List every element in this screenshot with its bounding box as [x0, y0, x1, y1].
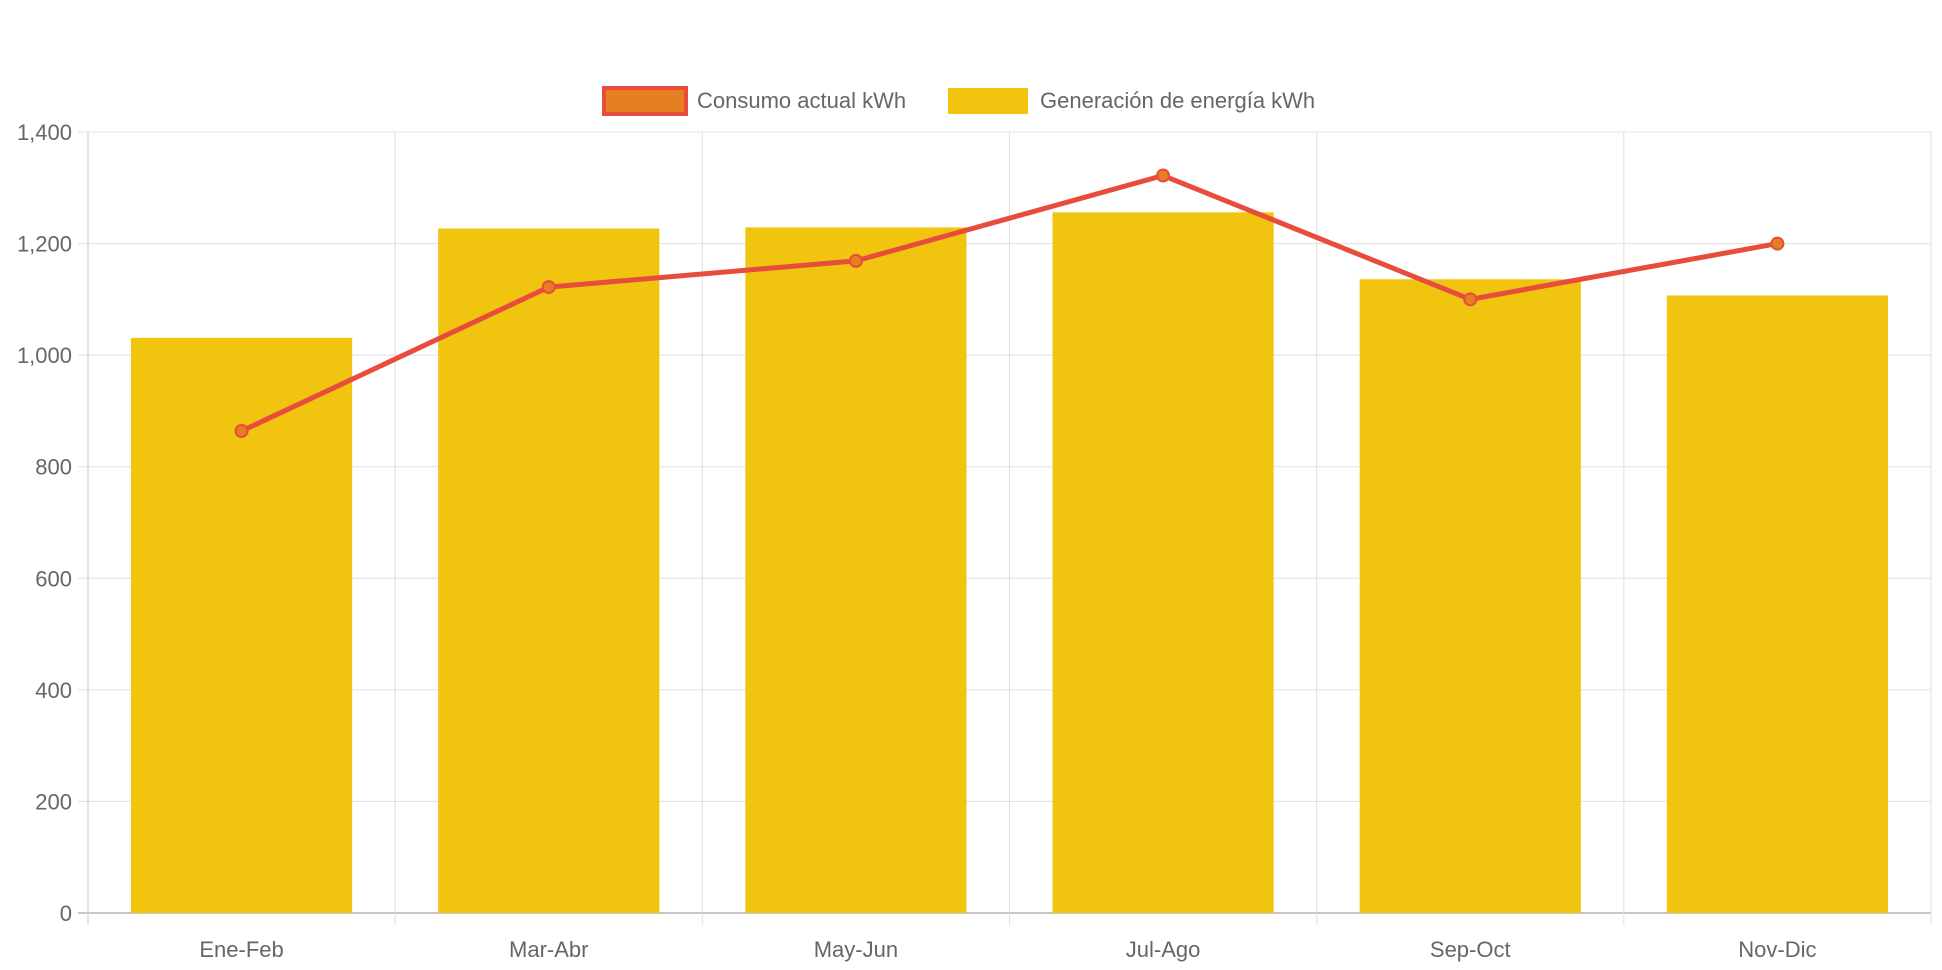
y-tick-label: 1,000 — [17, 343, 72, 368]
bars — [131, 212, 1888, 914]
point-ene-feb — [234, 424, 249, 439]
legend: Consumo actual kWh Generación de energía… — [602, 86, 1315, 116]
y-tick-label: 0 — [60, 901, 72, 926]
y-tick-label: 200 — [35, 789, 72, 814]
y-axis: 0 200 400 600 800 1,000 1,200 1,400 — [17, 120, 72, 926]
x-tick-label: May-Jun — [814, 937, 898, 962]
line-series — [234, 168, 1785, 439]
point-jul-ago — [1156, 168, 1171, 183]
bar-may-jun — [745, 227, 967, 914]
legend-item-consumo[interactable]: Consumo actual kWh — [602, 86, 906, 116]
y-tick-label: 800 — [35, 455, 72, 480]
bar-sep-oct — [1359, 279, 1581, 913]
point-may-jun — [848, 253, 863, 268]
point-mar-abr — [541, 280, 556, 295]
bar-mar-abr — [438, 228, 660, 914]
x-tick-label: Ene-Feb — [199, 937, 283, 962]
point-sep-oct — [1463, 292, 1478, 307]
consumo-line — [240, 173, 1778, 434]
y-tick-label: 400 — [35, 678, 72, 703]
legend-label-consumo: Consumo actual kWh — [697, 88, 906, 113]
x-axis: Ene-Feb Mar-Abr May-Jun Jul-Ago Sep-Oct Nov-D… — [199, 937, 1816, 962]
x-tick-label: Sep-Oct — [1430, 937, 1511, 962]
bar-nov-dic — [1666, 295, 1888, 913]
legend-swatch-consumo — [602, 86, 688, 116]
x-tick-label: Jul-Ago — [1126, 937, 1201, 962]
bar-jul-ago — [1052, 212, 1274, 913]
point-nov-dic — [1770, 236, 1785, 251]
x-tick-label: Nov-Dic — [1738, 937, 1816, 962]
legend-swatch-generacion — [948, 88, 1028, 114]
y-tick-label: 600 — [35, 566, 72, 591]
legend-label-generacion: Generación de energía kWh — [1040, 88, 1315, 113]
x-tick-label: Mar-Abr — [509, 937, 588, 962]
y-tick-label: 1,200 — [17, 232, 72, 257]
y-tick-label: 1,400 — [17, 120, 72, 145]
grid — [78, 131, 1932, 925]
legend-item-generacion[interactable]: Generación de energía kWh — [948, 88, 1315, 114]
